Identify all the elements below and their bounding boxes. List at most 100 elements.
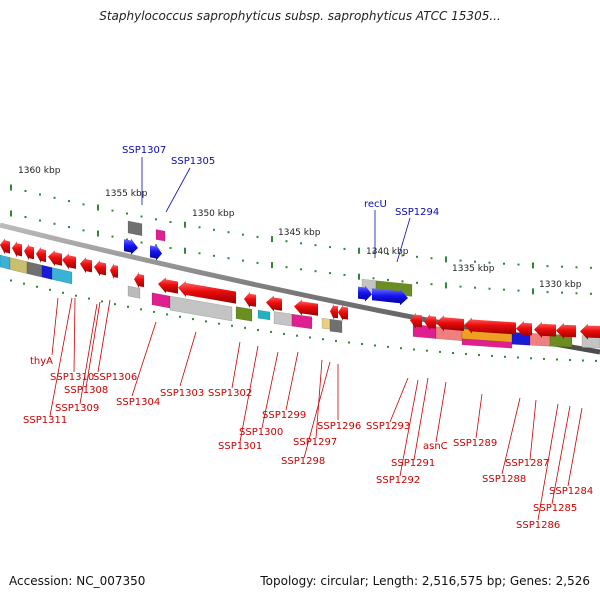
gene-label-ssp1297[interactable]: SSP1297 <box>293 437 337 448</box>
gene-label-ssp1289[interactable]: SSP1289 <box>453 438 497 449</box>
feature-block <box>9 257 28 274</box>
gene-arrow-reverse <box>110 263 118 280</box>
tick-mark <box>10 279 12 282</box>
gene-label-ssp1306[interactable]: SSP1306 <box>93 372 137 383</box>
tick-mark <box>517 356 519 359</box>
tick-mark <box>387 278 389 281</box>
tick-mark <box>271 236 273 243</box>
leader-line <box>501 397 521 475</box>
leader-line <box>475 393 483 439</box>
tick-mark <box>561 291 563 294</box>
gene-label-ssp1291[interactable]: SSP1291 <box>391 458 435 469</box>
tick-mark <box>227 257 230 260</box>
gene-label-recu[interactable]: recU <box>364 199 387 210</box>
gene-label-ssp1286[interactable]: SSP1286 <box>516 520 560 531</box>
tick-mark <box>285 266 288 269</box>
tick-mark <box>127 305 129 308</box>
tick-mark <box>192 318 194 321</box>
gene-label-asnc[interactable]: asnC <box>423 441 448 452</box>
feature-block <box>329 318 343 334</box>
feature-block <box>461 338 513 349</box>
tick-mark <box>517 263 520 266</box>
tick-mark <box>198 226 201 229</box>
tick-mark <box>503 262 505 265</box>
gene-label-ssp1284[interactable]: SSP1284 <box>549 486 593 497</box>
leader-line <box>85 301 101 389</box>
gene-label-ssp1298[interactable]: SSP1298 <box>281 456 325 467</box>
ruler-label-1345: 1345 kbp <box>278 228 321 238</box>
tick-mark <box>401 254 404 257</box>
tick-mark <box>82 203 85 206</box>
gene-label-ssp1287[interactable]: SSP1287 <box>505 458 549 469</box>
tick-mark <box>184 221 186 228</box>
tick-mark <box>569 359 571 361</box>
leader-line <box>303 361 331 459</box>
gene-label-ssp1311[interactable]: SSP1311 <box>23 415 67 426</box>
tick-mark <box>543 357 545 360</box>
gene-arrow-reverse <box>0 238 10 255</box>
label-leaders <box>49 157 583 521</box>
leader-line <box>389 377 409 423</box>
leader-line <box>435 381 447 443</box>
tick-mark <box>474 286 476 289</box>
ruler-label-1360: 1360 kbp <box>18 166 61 176</box>
tick-mark <box>256 235 259 238</box>
gene-arrow-forward <box>372 288 408 306</box>
tick-mark <box>314 270 317 273</box>
tick-mark <box>314 244 317 247</box>
gene-label-ssp1299[interactable]: SSP1299 <box>262 410 306 421</box>
gene-label-ssp1296[interactable]: SSP1296 <box>317 421 361 432</box>
tick-mark <box>595 359 597 362</box>
tick-mark <box>218 322 220 325</box>
tick-mark <box>546 265 549 268</box>
gene-label-ssp1301[interactable]: SSP1301 <box>218 441 262 452</box>
feature-block <box>127 285 141 299</box>
leader-line <box>231 341 241 389</box>
leader-line <box>179 331 197 387</box>
tick-mark <box>335 339 337 342</box>
leader-line <box>551 405 571 505</box>
gene-label-ssp1310[interactable]: SSP1310 <box>50 372 94 383</box>
gene-label-ssp1285[interactable]: SSP1285 <box>533 503 577 514</box>
gene-label-ssp1308[interactable]: SSP1308 <box>64 385 108 396</box>
gene-label-ssp1294[interactable]: SSP1294 <box>395 207 439 218</box>
ruler-ticks <box>10 184 597 362</box>
tick-mark <box>582 359 584 362</box>
tick-mark <box>244 326 246 329</box>
gene-label-ssp1307[interactable]: SSP1307 <box>122 145 166 156</box>
gene-label-thya[interactable]: thyA <box>30 356 53 367</box>
gene-label-ssp1302[interactable]: SSP1302 <box>208 388 252 399</box>
tick-mark <box>575 266 578 269</box>
tick-mark <box>532 262 534 269</box>
gene-arrow-reverse <box>436 315 464 332</box>
tick-mark <box>169 221 172 223</box>
tick-mark <box>488 287 491 290</box>
leader-line <box>396 217 411 263</box>
leader-line <box>315 359 323 439</box>
tick-mark <box>491 354 493 357</box>
tick-mark <box>242 259 244 262</box>
tick-mark <box>231 324 233 327</box>
leader-line <box>529 399 537 461</box>
gene-label-ssp1303[interactable]: SSP1303 <box>160 388 204 399</box>
ruler-label-1335: 1335 kbp <box>452 264 495 274</box>
gene-label-ssp1300[interactable]: SSP1300 <box>239 427 283 438</box>
tick-mark <box>400 347 402 350</box>
gene-label-ssp1304[interactable]: SSP1304 <box>116 397 160 408</box>
tick-mark <box>153 310 155 313</box>
gene-label-ssp1288[interactable]: SSP1288 <box>482 474 526 485</box>
tick-mark <box>343 273 346 276</box>
tick-mark <box>213 228 215 231</box>
tick-mark <box>343 247 346 250</box>
tick-mark <box>426 349 428 352</box>
gene-label-ssp1305[interactable]: SSP1305 <box>171 156 215 167</box>
tick-mark <box>348 341 350 344</box>
leader-line <box>51 297 59 356</box>
gene-label-ssp1293[interactable]: SSP1293 <box>366 421 410 432</box>
gene-label-ssp1309[interactable]: SSP1309 <box>55 403 99 414</box>
tick-mark <box>445 282 447 289</box>
tick-mark <box>358 247 360 254</box>
tick-mark <box>39 193 41 196</box>
gene-label-ssp1292[interactable]: SSP1292 <box>376 475 420 486</box>
